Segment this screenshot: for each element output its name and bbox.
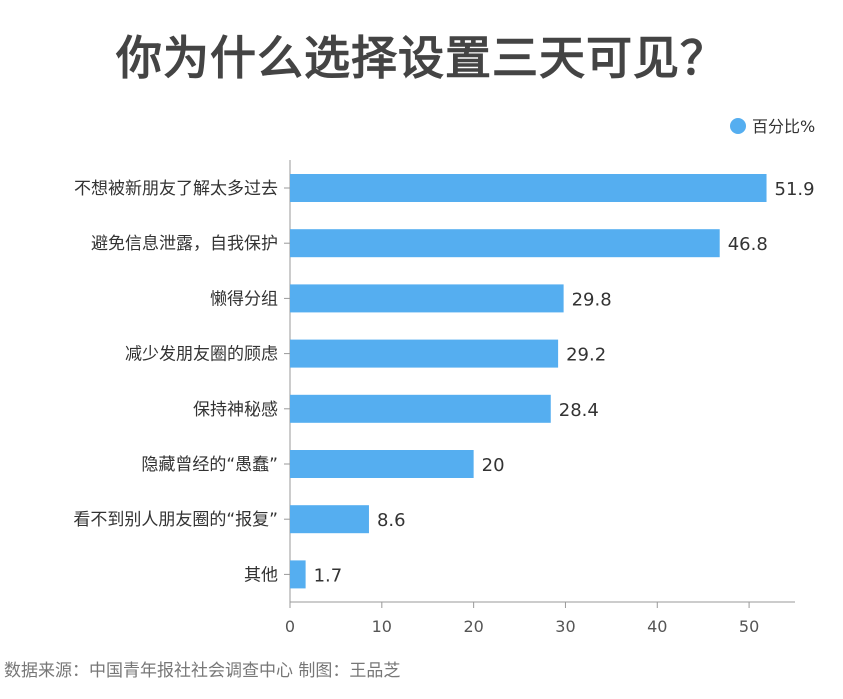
x-tick-label: 30 bbox=[555, 617, 575, 636]
bar bbox=[290, 560, 306, 589]
x-tick-label: 10 bbox=[372, 617, 392, 636]
x-tick-label: 20 bbox=[463, 617, 483, 636]
category-label: 隐藏曾经的“愚蠢” bbox=[141, 455, 278, 475]
bar bbox=[290, 229, 720, 258]
value-label: 29.2 bbox=[566, 345, 606, 366]
bar bbox=[290, 284, 564, 313]
legend-label: 百分比% bbox=[752, 117, 815, 136]
category-label: 不想被新朋友了解太多过去 bbox=[74, 179, 278, 199]
category-label: 减少发朋友圈的顾虑 bbox=[125, 345, 278, 365]
bar bbox=[290, 174, 767, 202]
value-label: 20 bbox=[482, 455, 505, 476]
category-label: 看不到别人朋友圈的“报复” bbox=[73, 510, 278, 530]
value-label: 51.9 bbox=[775, 179, 815, 200]
x-tick-label: 0 bbox=[285, 617, 295, 636]
value-label: 28.4 bbox=[559, 400, 599, 421]
x-tick-label: 50 bbox=[739, 617, 759, 636]
value-label: 8.6 bbox=[377, 510, 406, 531]
category-label: 保持神秘感 bbox=[193, 400, 278, 420]
source-note: 数据来源：中国青年报社社会调查中心 制图：王品芝 bbox=[4, 661, 401, 681]
value-label: 46.8 bbox=[728, 234, 768, 255]
category-label: 懒得分组 bbox=[210, 289, 278, 309]
value-label: 1.7 bbox=[314, 565, 343, 586]
bar bbox=[290, 394, 551, 423]
x-tick-label: 40 bbox=[647, 617, 667, 636]
category-label: 避免信息泄露，自我保护 bbox=[91, 234, 278, 254]
bar bbox=[290, 339, 559, 368]
chart-title: 你为什么选择设置三天可见？ bbox=[116, 31, 727, 85]
bar bbox=[290, 450, 474, 478]
bar bbox=[290, 505, 369, 534]
legend-marker bbox=[730, 118, 746, 134]
category-label: 其他 bbox=[244, 565, 278, 585]
value-label: 29.8 bbox=[572, 289, 612, 310]
